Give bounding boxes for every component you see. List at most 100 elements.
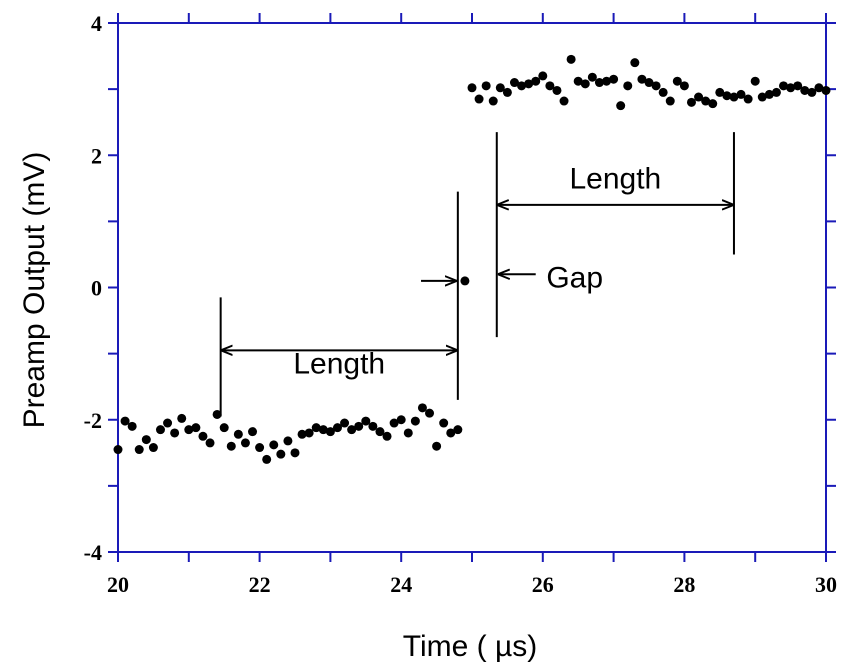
data-point [786, 83, 796, 93]
data-point [347, 425, 357, 435]
x-tick-label: 30 [815, 572, 837, 597]
data-point [481, 81, 491, 91]
data-point [672, 76, 682, 86]
data-point [240, 438, 250, 448]
data-point [269, 440, 279, 450]
data-point [764, 89, 774, 99]
y-tick-label: 4 [91, 11, 102, 36]
x-axis-title: Time ( µs) [403, 630, 538, 663]
data-point [686, 97, 696, 107]
data-point [495, 83, 505, 93]
data-point [311, 423, 321, 433]
data-point [580, 79, 590, 89]
data-point [432, 441, 442, 451]
data-point [453, 425, 463, 435]
data-point [644, 78, 654, 88]
data-point [715, 87, 725, 97]
data-point [708, 99, 718, 109]
data-point [488, 96, 498, 106]
data-point [396, 415, 406, 425]
data-point [233, 429, 243, 439]
data-point [332, 423, 342, 433]
data-point [517, 81, 527, 91]
data-points [113, 54, 831, 464]
data-point [594, 78, 604, 88]
data-point [779, 81, 789, 91]
data-point [141, 435, 151, 445]
data-point [651, 81, 661, 91]
data-point [736, 89, 746, 99]
data-point [155, 425, 165, 435]
data-point [368, 421, 378, 431]
data-point [248, 427, 258, 437]
data-point [467, 83, 477, 93]
data-point [340, 418, 350, 428]
data-point [120, 416, 130, 426]
data-point [587, 72, 597, 82]
x-tick-label: 26 [532, 572, 554, 597]
data-point [573, 76, 583, 86]
data-point [665, 96, 675, 106]
gap-label: Gap [546, 262, 603, 295]
data-point [474, 94, 484, 104]
data-point [219, 423, 229, 433]
x-tick-label: 28 [673, 572, 695, 597]
data-point [509, 78, 519, 88]
data-point [354, 421, 364, 431]
data-point [502, 87, 512, 97]
data-point [212, 409, 222, 419]
y-axis-title: Preamp Output (mV) [18, 152, 51, 429]
data-point [403, 428, 413, 438]
annotations: Length Length Gap [219, 132, 735, 417]
x-tick-label: 22 [249, 572, 271, 597]
data-point [255, 443, 265, 453]
data-point [658, 87, 668, 97]
data-point [191, 423, 201, 433]
data-point [205, 438, 215, 448]
data-point [552, 85, 562, 95]
data-point [538, 71, 548, 81]
data-point [417, 403, 427, 413]
data-point [757, 92, 767, 102]
data-point [389, 418, 399, 428]
data-point [148, 443, 158, 453]
data-point [297, 429, 307, 439]
data-point [623, 81, 633, 91]
data-point [318, 425, 328, 435]
data-point [425, 408, 435, 418]
data-point [262, 454, 272, 464]
data-point [177, 413, 187, 423]
data-point [460, 276, 470, 286]
data-point [729, 92, 739, 102]
data-point [750, 76, 760, 86]
data-point [410, 416, 420, 426]
data-point [679, 81, 689, 91]
data-point [325, 427, 335, 437]
data-point [771, 87, 781, 97]
data-point [134, 445, 144, 455]
data-point [170, 428, 180, 438]
y-tick-label: -4 [84, 540, 102, 565]
data-point [807, 87, 817, 97]
data-point [361, 416, 371, 426]
x-tick-label: 24 [390, 572, 412, 597]
data-point [609, 74, 619, 84]
data-point [743, 94, 753, 104]
data-point [283, 436, 293, 446]
data-point [524, 79, 534, 89]
data-point [276, 449, 286, 459]
y-tick-label: 0 [91, 276, 102, 301]
y-tick-label: -2 [84, 408, 102, 433]
plot-frame [117, 22, 827, 553]
data-point [630, 58, 640, 68]
data-point [198, 431, 208, 441]
data-point [701, 96, 711, 106]
x-tick-label: 20 [107, 572, 129, 597]
data-point [814, 83, 824, 93]
data-point [446, 428, 456, 438]
data-point [184, 425, 194, 435]
data-point [566, 54, 576, 64]
data-point [559, 96, 569, 106]
